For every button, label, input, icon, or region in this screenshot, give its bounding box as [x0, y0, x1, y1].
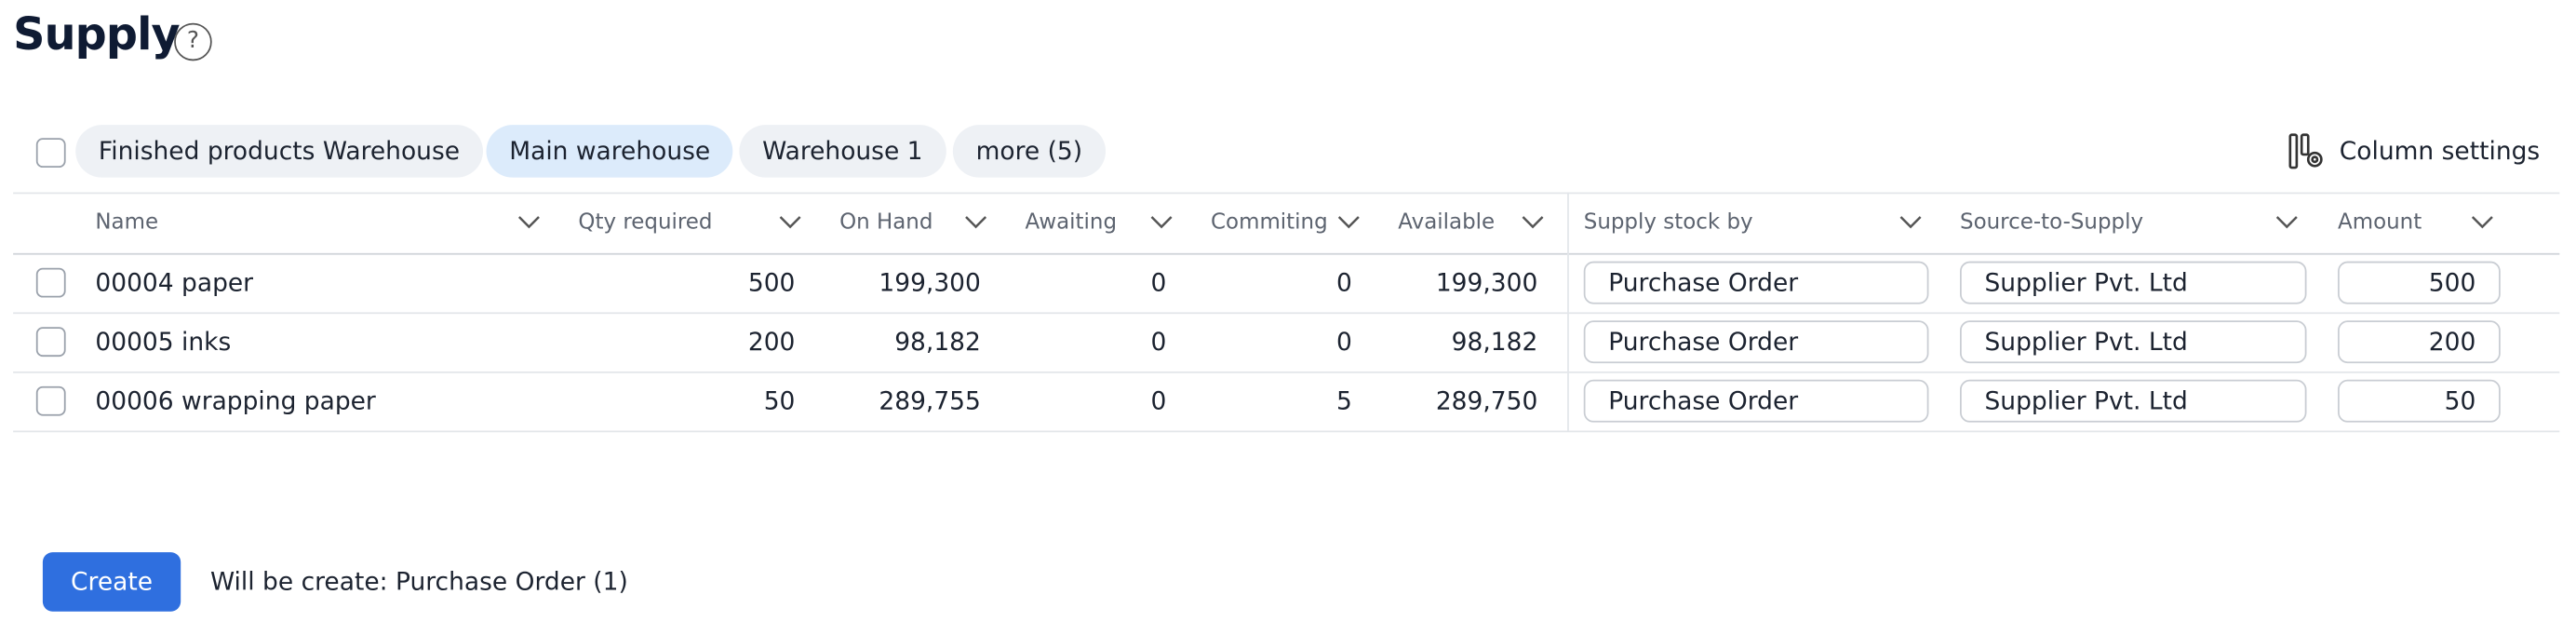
sort-chevron[interactable] — [1899, 212, 1923, 232]
number-cell: 50 — [763, 386, 796, 417]
number-cell: 98,182 — [894, 327, 981, 358]
number-cell: 5 — [1335, 386, 1352, 417]
number-cell: 0 — [1150, 327, 1167, 358]
number-cell: 0 — [1335, 327, 1352, 358]
input-field[interactable]: 200 — [2338, 320, 2501, 364]
item-name: 00006 wrapping paper — [95, 386, 376, 417]
row-checkbox[interactable] — [35, 327, 66, 358]
sort-chevron[interactable] — [1522, 212, 1545, 232]
column-settings[interactable]: Column settings — [2339, 136, 2541, 167]
number-cell: 0 — [1150, 267, 1167, 298]
number-cell: 289,755 — [879, 386, 981, 417]
number-cell: 98,182 — [1451, 327, 1538, 358]
sort-chevron[interactable] — [2275, 212, 2299, 232]
sort-chevron[interactable] — [779, 212, 802, 232]
sort-chevron[interactable] — [1150, 212, 1174, 232]
row-checkbox[interactable] — [35, 267, 66, 298]
select-all-checkbox[interactable] — [35, 138, 66, 169]
filter-chip[interactable]: Warehouse 1 — [739, 125, 946, 178]
input-field[interactable]: Supplier Pvt. Ltd — [1960, 380, 2307, 424]
column-divider — [1567, 192, 1569, 431]
help-icon[interactable]: ? — [174, 22, 212, 61]
column-header[interactable]: Supply stock by — [1583, 209, 1753, 236]
input-field[interactable]: 50 — [2338, 380, 2501, 424]
column-header[interactable]: Qty required — [578, 209, 713, 236]
row-divider — [13, 431, 2560, 433]
divider — [13, 192, 2560, 195]
number-cell: 500 — [747, 267, 796, 298]
column-header[interactable]: Amount — [2338, 209, 2422, 236]
number-cell: 0 — [1150, 386, 1167, 417]
row-divider — [13, 312, 2560, 315]
number-cell: 0 — [1335, 267, 1352, 298]
number-cell: 199,300 — [1435, 267, 1538, 298]
filter-chip[interactable]: Finished products Warehouse — [75, 125, 483, 178]
sort-chevron[interactable] — [517, 212, 541, 232]
sort-chevron[interactable] — [2471, 212, 2494, 232]
input-field[interactable]: Purchase Order — [1583, 380, 1929, 424]
sort-chevron[interactable] — [964, 212, 987, 232]
number-cell: 200 — [747, 327, 796, 358]
sort-chevron[interactable] — [1337, 212, 1361, 232]
number-cell: 289,750 — [1435, 386, 1538, 417]
row-checkbox[interactable] — [35, 386, 66, 417]
input-field[interactable]: Purchase Order — [1583, 261, 1929, 304]
filter-chip[interactable]: more (5) — [952, 125, 1106, 178]
input-field[interactable]: Purchase Order — [1583, 320, 1929, 364]
input-field[interactable]: 500 — [2338, 261, 2501, 304]
column-header[interactable]: Name — [95, 209, 159, 236]
column-header[interactable]: Source-to-Supply — [1960, 209, 2144, 236]
page-title: Supply — [13, 9, 181, 61]
row-divider — [13, 372, 2560, 374]
summary-text: Will be create: Purchase Order (1) — [209, 567, 628, 597]
column-header[interactable]: Awaiting — [1025, 209, 1118, 236]
column-settings-icon — [2288, 133, 2323, 169]
divider — [13, 252, 2560, 255]
column-header[interactable]: Available — [1398, 209, 1496, 236]
number-cell: 199,300 — [879, 267, 981, 298]
item-name: 00005 inks — [95, 327, 232, 358]
filter-chip[interactable]: Main warehouse — [486, 125, 733, 178]
column-header[interactable]: Commiting — [1211, 209, 1328, 236]
create-button[interactable]: Create — [42, 552, 181, 612]
item-name: 00004 paper — [95, 267, 254, 298]
input-field[interactable]: Supplier Pvt. Ltd — [1960, 320, 2307, 364]
input-field[interactable]: Supplier Pvt. Ltd — [1960, 261, 2307, 304]
column-header[interactable]: On Hand — [839, 209, 933, 236]
